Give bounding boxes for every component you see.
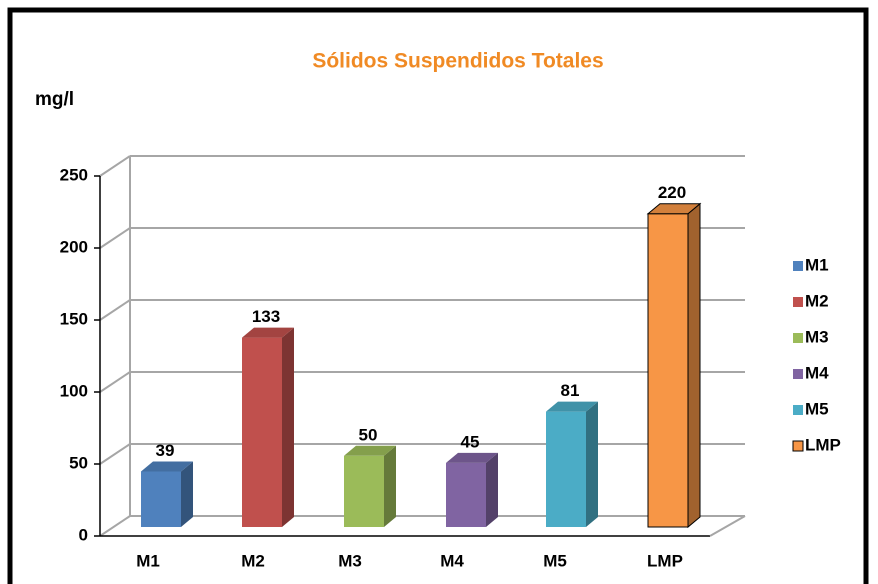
bar-side [486,452,498,527]
y-tick-label: 100 [60,381,88,400]
bar [646,202,702,529]
bar [141,461,193,527]
bar-top [141,461,193,472]
legend-swatch [793,333,803,343]
bar-side [282,327,294,527]
floor-right [709,515,746,537]
bar-top [446,452,498,463]
bar [446,452,498,527]
bar-front [242,337,282,527]
bar-side [687,202,701,529]
legend-label: M5 [805,399,829,418]
bar [344,445,396,527]
y-axis-label: mg/l [35,89,74,110]
bar [242,327,294,527]
bar-front [141,471,181,527]
grid-line-side [99,155,131,177]
y-tick-label: 250 [60,165,88,184]
grid-line-side [99,443,131,465]
y-tick-label: 0 [79,525,88,544]
x-tick-label: M1 [136,551,160,570]
x-tick-label: LMP [647,551,683,570]
bar [546,401,598,527]
x-tick-label: M2 [241,551,265,570]
bar-top [646,203,702,215]
y-tick-label: 50 [69,453,88,472]
grid-line-side [99,299,131,321]
data-label: 81 [561,381,580,400]
y-tick-label: 150 [60,309,88,328]
grid-line-side [99,371,131,393]
bar-side [384,445,396,527]
legend-swatch [793,261,803,271]
bar-front [446,462,486,527]
legend-label: M2 [805,291,829,310]
bar-top [546,401,598,412]
legend-swatch [793,297,803,307]
bar-front [546,411,586,527]
grid-line-side [99,515,131,537]
bar-top [344,445,396,456]
grid-line-side [99,227,131,249]
legend-label: M4 [805,363,829,382]
data-label: 220 [658,183,686,202]
legend-swatch [793,405,803,415]
chart-title: Sólidos Suspendidos Totales [312,50,603,73]
bar-front [344,455,384,527]
x-tick-label: M4 [440,551,464,570]
legend-swatch [792,440,804,452]
legend-label: M1 [805,255,829,274]
bar-side [586,401,598,527]
x-tick-label: M5 [543,551,567,570]
legend-label: LMP [805,435,841,454]
data-label: 39 [156,441,175,460]
data-label: 133 [252,307,280,326]
bar-front [647,213,689,528]
bar-side [181,461,193,527]
legend-label: M3 [805,327,829,346]
legend-swatch [793,369,803,379]
y-tick-label: 200 [60,237,88,256]
x-tick-label: M3 [338,551,362,570]
data-label: 45 [461,432,480,451]
data-label: 50 [359,425,378,444]
bar-top [242,327,294,338]
chart-frame [7,7,869,584]
